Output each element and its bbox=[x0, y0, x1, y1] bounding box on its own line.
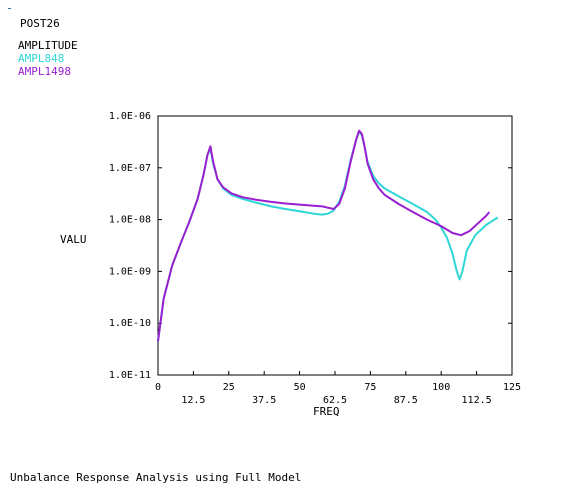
x-tick-label: 125 bbox=[503, 382, 521, 393]
program-label: POST26 bbox=[20, 17, 60, 30]
series-line-ampl848 bbox=[157, 130, 499, 342]
x-tick-label: 112.5 bbox=[462, 395, 492, 406]
x-tick-label: 75 bbox=[364, 382, 376, 393]
legend-ampl1498: AMPL1498 bbox=[18, 65, 71, 78]
series-line-ampl1498 bbox=[157, 129, 491, 342]
figure-caption: Unbalance Response Analysis using Full M… bbox=[10, 471, 302, 484]
x-tick-label: 50 bbox=[294, 382, 306, 393]
y-tick-label: 1.0E-11 bbox=[109, 370, 151, 381]
chart-title: AMPLITUDE bbox=[18, 39, 78, 52]
x-tick-label: 12.5 bbox=[181, 395, 205, 406]
x-tick-label: 37.5 bbox=[252, 395, 276, 406]
legend-ampl848: AMPL848 bbox=[18, 52, 65, 65]
y-tick-label: 1.0E-08 bbox=[109, 215, 151, 226]
y-axis-label: VALU bbox=[60, 233, 87, 246]
x-tick-label: 87.5 bbox=[394, 395, 418, 406]
y-tick-label: 1.0E-06 bbox=[109, 111, 151, 122]
corner-mark bbox=[8, 8, 11, 9]
x-tick-label: 62.5 bbox=[323, 395, 347, 406]
x-axis-label: FREQ bbox=[313, 405, 340, 418]
x-tick-label: 100 bbox=[432, 382, 450, 393]
y-tick-label: 1.0E-09 bbox=[109, 266, 151, 277]
y-tick-label: 1.0E-07 bbox=[109, 163, 151, 174]
x-tick-label: 25 bbox=[223, 382, 235, 393]
y-tick-label: 1.0E-10 bbox=[109, 318, 151, 329]
x-tick-label: 0 bbox=[155, 382, 161, 393]
